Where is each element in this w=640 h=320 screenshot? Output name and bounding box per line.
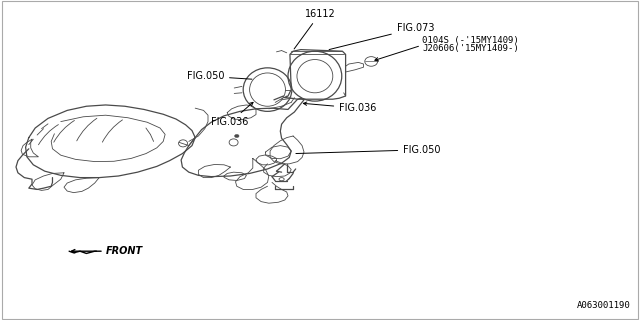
Text: J20606('15MY1409-): J20606('15MY1409-) <box>422 44 519 53</box>
Text: A063001190: A063001190 <box>577 301 630 310</box>
Ellipse shape <box>234 134 239 138</box>
Text: 16112: 16112 <box>294 9 335 49</box>
Text: FIG.036: FIG.036 <box>303 102 376 113</box>
Text: FIG.073: FIG.073 <box>329 23 435 50</box>
Text: FIG.050: FIG.050 <box>296 145 441 155</box>
Text: FIG.050: FIG.050 <box>186 71 252 81</box>
Text: FIG.036: FIG.036 <box>211 102 253 127</box>
Text: 0104S (-'15MY1409): 0104S (-'15MY1409) <box>422 36 519 45</box>
Text: FRONT: FRONT <box>106 246 143 256</box>
